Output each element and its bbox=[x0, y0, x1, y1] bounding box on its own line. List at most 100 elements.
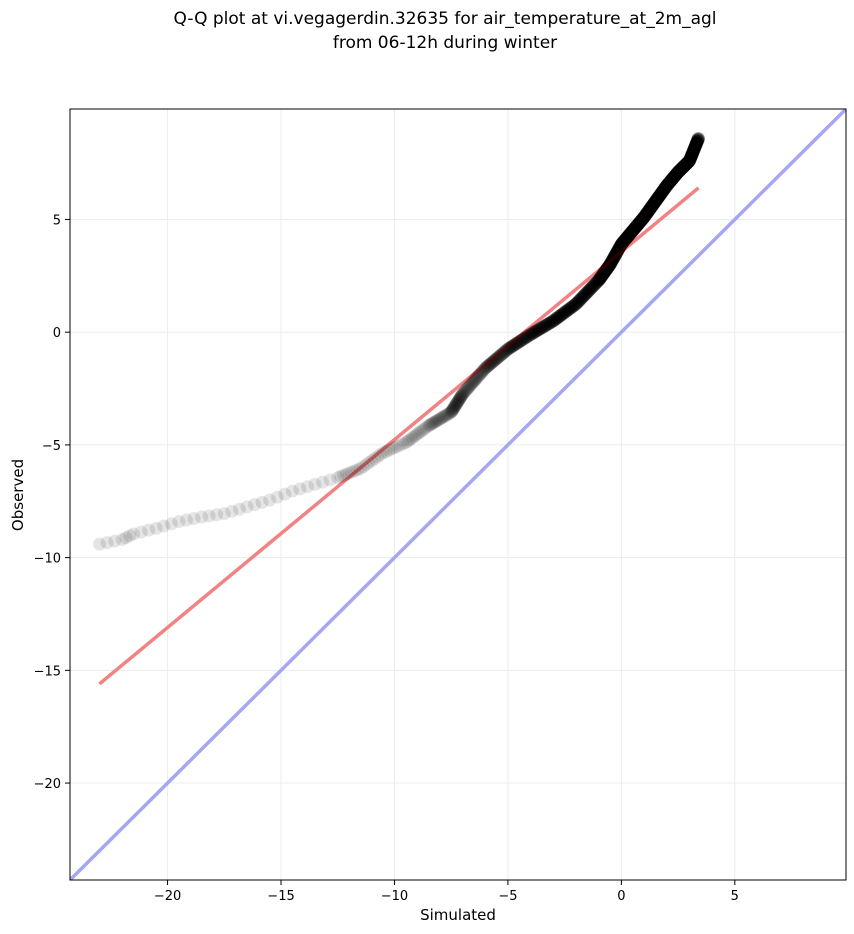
quantile-point bbox=[647, 196, 661, 210]
quantile-point bbox=[548, 313, 562, 327]
quantile-point bbox=[530, 324, 544, 338]
quantile-point bbox=[669, 168, 683, 182]
quantile-point bbox=[478, 362, 492, 376]
quantile-point bbox=[631, 218, 645, 232]
quantile-point bbox=[515, 333, 529, 347]
quantile-point bbox=[662, 176, 676, 190]
quantile-point bbox=[652, 190, 666, 204]
x-tick-label: −5 bbox=[498, 889, 517, 904]
quantile-point bbox=[653, 189, 667, 203]
quantile-point bbox=[619, 231, 633, 245]
quantile-point bbox=[660, 178, 674, 192]
quantile-point bbox=[451, 395, 465, 409]
quantile-point bbox=[643, 202, 657, 216]
quantile-point bbox=[622, 228, 636, 242]
quantile-point bbox=[460, 382, 474, 396]
quantile-point bbox=[443, 406, 457, 420]
x-tick-label: −20 bbox=[154, 889, 181, 904]
quantile-point bbox=[543, 316, 557, 330]
quantile-point bbox=[594, 270, 608, 284]
quantile-point bbox=[660, 178, 674, 192]
quantile-point bbox=[629, 220, 643, 234]
quantile-point bbox=[634, 214, 648, 228]
quantile-point bbox=[691, 132, 705, 146]
quantile-point bbox=[645, 199, 659, 213]
quantile-point bbox=[540, 318, 554, 332]
quantile-point bbox=[505, 340, 519, 354]
quantile-point bbox=[663, 175, 677, 189]
quantile-point bbox=[637, 210, 651, 224]
quantile-point bbox=[478, 361, 492, 375]
quantile-point bbox=[655, 185, 669, 199]
quantile-point bbox=[681, 155, 695, 169]
quantile-point bbox=[587, 278, 601, 292]
reference-lines bbox=[70, 109, 846, 880]
quantile-point bbox=[618, 233, 632, 247]
quantile-point bbox=[641, 205, 655, 219]
identity-line bbox=[70, 109, 846, 880]
quantile-point bbox=[561, 303, 575, 317]
quantile-point bbox=[588, 277, 602, 291]
quantile-point bbox=[608, 249, 622, 263]
quantile-point bbox=[688, 140, 702, 154]
quantile-point bbox=[679, 158, 693, 172]
quantile-point bbox=[639, 208, 653, 222]
quantile-point bbox=[639, 208, 653, 222]
quantile-point bbox=[472, 369, 486, 383]
quantile-point bbox=[616, 236, 630, 250]
quantile-point bbox=[677, 159, 691, 173]
quantile-point bbox=[637, 211, 651, 225]
quantile-point bbox=[652, 190, 666, 204]
quantile-point bbox=[187, 512, 201, 526]
quantile-point bbox=[649, 193, 663, 207]
quantile-point bbox=[490, 352, 504, 366]
quantile-point bbox=[639, 207, 653, 221]
quantile-point bbox=[682, 154, 696, 168]
quantile-point bbox=[688, 139, 702, 153]
quantile-point bbox=[647, 197, 661, 211]
quantile-point bbox=[611, 242, 625, 256]
quantile-point bbox=[629, 219, 643, 233]
quantile-point bbox=[518, 331, 532, 345]
quantile-point bbox=[651, 190, 665, 204]
quantile-point bbox=[585, 280, 599, 294]
quantile-point bbox=[523, 328, 537, 342]
quantile-point bbox=[625, 225, 639, 239]
quantile-point bbox=[648, 195, 662, 209]
quantile-point bbox=[602, 259, 616, 273]
quantile-point bbox=[589, 276, 603, 290]
quantile-point bbox=[373, 448, 387, 462]
quantile-point bbox=[445, 405, 459, 419]
quantile-point bbox=[617, 234, 631, 248]
quantile-point bbox=[553, 309, 567, 323]
quantile-point bbox=[678, 159, 692, 173]
quantile-point bbox=[575, 291, 589, 305]
quantile-point bbox=[628, 221, 642, 235]
quantile-point bbox=[454, 390, 468, 404]
quantile-point bbox=[635, 213, 649, 227]
quantile-point bbox=[601, 260, 615, 274]
quantile-point bbox=[619, 232, 633, 246]
quantile-point bbox=[500, 343, 514, 357]
quantile-point bbox=[582, 283, 596, 297]
quantile-point bbox=[526, 326, 540, 340]
quantile-point bbox=[640, 207, 654, 221]
quantile-point bbox=[459, 383, 473, 397]
quantile-point bbox=[688, 141, 702, 155]
quantile-point bbox=[619, 232, 633, 246]
quantile-point bbox=[623, 227, 637, 241]
quantile-point bbox=[639, 208, 653, 222]
quantile-point bbox=[481, 359, 495, 373]
quantile-point bbox=[629, 219, 643, 233]
quantile-point bbox=[632, 217, 646, 231]
quantile-point bbox=[572, 293, 586, 307]
quantile-point bbox=[493, 349, 507, 363]
quantile-point bbox=[616, 236, 630, 250]
quantile-point bbox=[438, 409, 452, 423]
quantile-point bbox=[628, 221, 642, 235]
quantile-point bbox=[597, 266, 611, 280]
quantile-point bbox=[573, 293, 587, 307]
y-tick-label: −20 bbox=[34, 777, 61, 792]
quantile-point bbox=[674, 163, 688, 177]
quantile-point bbox=[674, 162, 688, 176]
